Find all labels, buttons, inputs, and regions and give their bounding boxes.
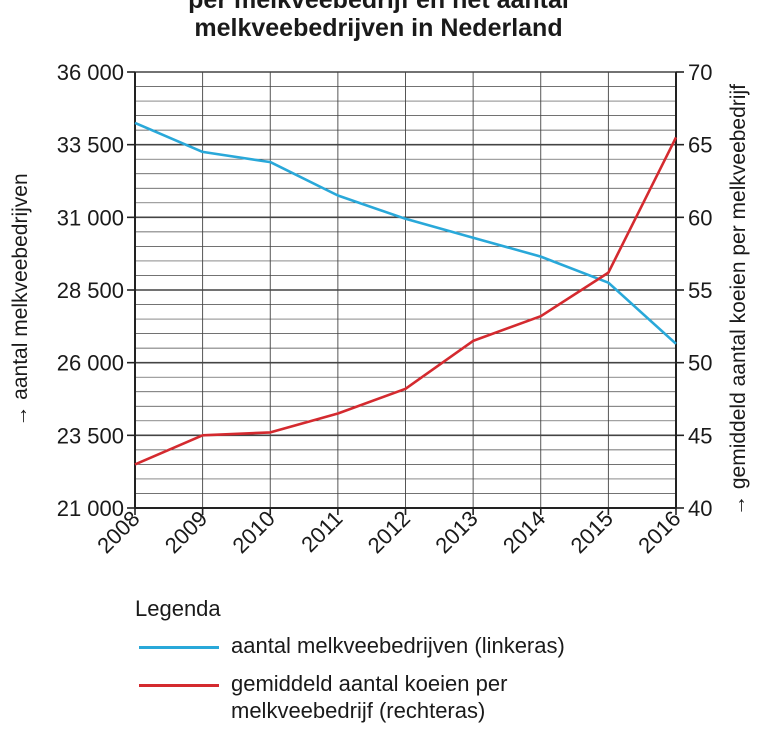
legend-line-red: [139, 683, 219, 687]
legend-item-koeien: gemiddeld aantal koeien per melkveebedri…: [135, 670, 565, 725]
legend-label: gemiddeld aantal koeien per: [231, 670, 508, 696]
left-axis-label: → aantal melkveebedrijven: [9, 173, 32, 426]
right-tick-label: 45: [688, 423, 712, 448]
legend-line-blue: [139, 646, 219, 649]
legend-item-melkveebedrijven: aantal melkveebedrijven (linkeras): [135, 632, 565, 660]
legend-label: aantal melkveebedrijven (linkeras): [231, 633, 565, 658]
x-tick-label: 2012: [363, 506, 415, 558]
x-tick-label: 2016: [633, 506, 685, 558]
grid: [134, 71, 677, 509]
left-tick-label: 26 000: [57, 351, 124, 376]
left-tick-label: 31 000: [57, 205, 124, 230]
left-tick-label: 23 500: [57, 423, 124, 448]
right-tick-label: 50: [688, 351, 712, 376]
x-tick-label: 2011: [296, 506, 347, 557]
legend-title: Legenda: [135, 596, 221, 621]
x-tick-label: 2009: [160, 506, 212, 558]
line-chart: 21 000 23 500 26 000 28 500 31 000 33 500 36 0…: [9, 60, 750, 558]
legend: Legenda aantal melkveebedrijven (linkera…: [135, 596, 565, 735]
x-tick-label: 2015: [566, 506, 618, 558]
series: [134, 121, 678, 466]
series-line-melkveebedrijven: [134, 121, 677, 345]
legend-label: melkveebedrijf (rechteras): [231, 698, 486, 723]
right-tick-label: 60: [688, 205, 712, 230]
chart-title-line-2: melkveebedrijven in Nederland: [194, 14, 563, 42]
x-tick-label: 2010: [227, 506, 279, 558]
left-tick-label: 36 000: [57, 60, 124, 85]
x-tick-label: 2014: [498, 506, 550, 558]
right-axis-label: → gemiddeld aantal koeien per melkveebed…: [727, 84, 750, 516]
right-tick-label: 70: [688, 60, 712, 85]
left-tick-label: 28 500: [57, 278, 124, 303]
right-tick-label: 65: [688, 133, 712, 158]
left-tick-label: 33 500: [57, 133, 124, 158]
left-tick-label: 21 000: [57, 496, 124, 521]
series-line-koeien: [134, 136, 678, 466]
x-tick-label: 2013: [430, 506, 482, 558]
right-tick-label: 40: [688, 496, 712, 521]
right-tick-label: 55: [688, 278, 712, 303]
chart-title-line-1: per melkveebedrijf en het aantal: [188, 0, 569, 14]
axes: [127, 71, 684, 515]
